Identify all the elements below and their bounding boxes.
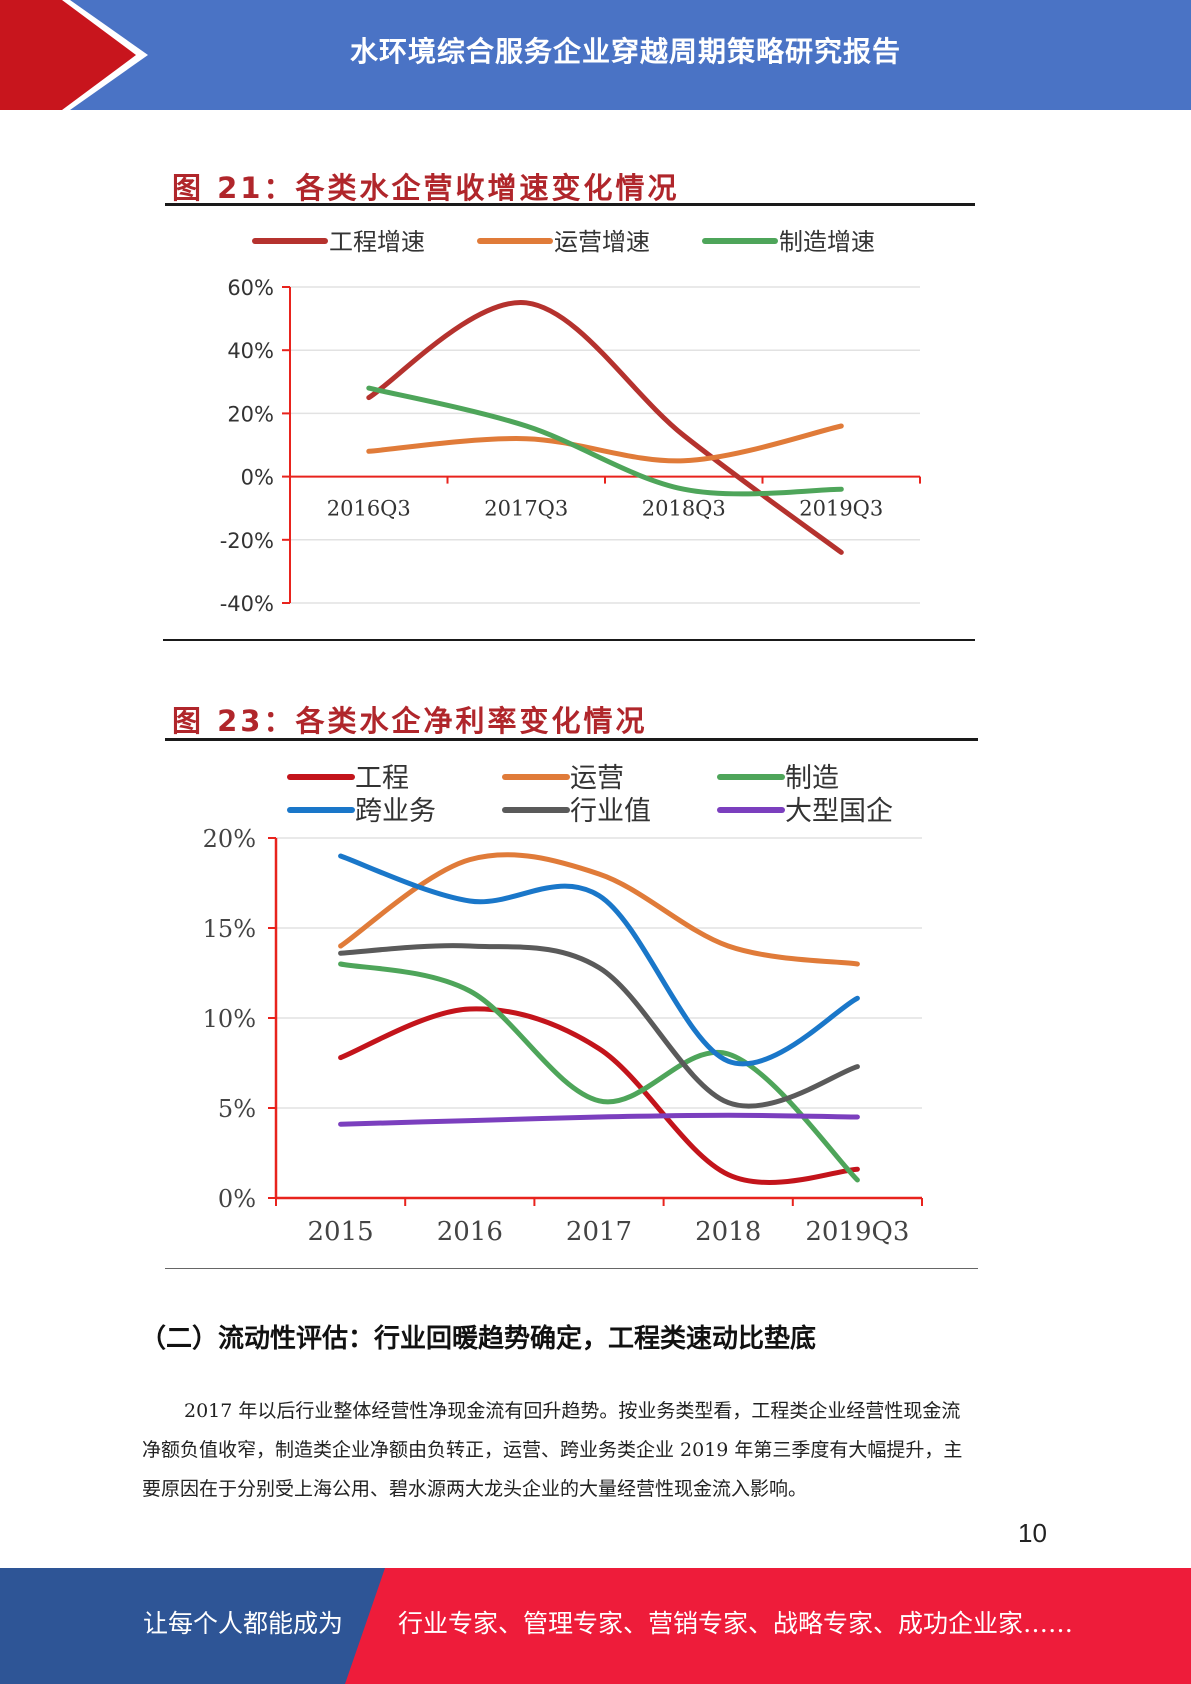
x-tick-label: 2016 [437,1217,503,1247]
x-tick-label: 2019Q3 [805,1217,909,1247]
legend-label-4: 跨业务 [355,796,436,827]
legend-label-1: 工程 [355,763,409,794]
legend-label-6: 大型国企 [785,796,893,827]
y-tick-label: 15% [203,915,256,943]
x-tick-label: 2018Q3 [642,497,726,521]
paragraph-line: 2017 年以后行业整体经营性净现金流有回升趋势。按业务类型看，工程类企业经营性… [184,1400,961,1422]
legend-label-2: 运营 [570,763,624,794]
page-footer: 让每个人都能成为 行业专家、管理专家、营销专家、战略专家、成功企业家…… [0,1568,1191,1684]
figure-21-title: 图 21：各类水企营收增速变化情况 [172,171,680,205]
x-tick-label: 2017 [566,1217,632,1247]
y-tick-label: 5% [218,1095,256,1123]
footer-banner [0,1568,1191,1684]
series-line-3 [366,385,844,497]
paragraph-line: 要原因在于分别受上海公用、碧水源两大龙头企业的大量经营性现金流入影响。 [142,1478,808,1500]
y-tick-label: 60% [227,276,274,300]
figure-21-top-rule [165,203,975,206]
x-tick-label: 2015 [308,1217,374,1247]
figure-23-top-rule [165,738,978,741]
footer-slogan-right: 行业专家、管理专家、营销专家、战略专家、成功企业家…… [398,1609,1074,1638]
y-tick-label: 20% [203,825,256,853]
x-tick-label: 2017Q3 [484,497,568,521]
y-tick-label: 0% [241,466,274,490]
footer-slogan-left: 让每个人都能成为 [143,1609,344,1638]
legend-label-5: 行业值 [570,796,651,827]
figure-23-bottom-rule [165,1268,978,1269]
x-tick-label: 2018 [695,1217,761,1247]
figure-21-bottom-rule [163,639,975,641]
series-line-2 [338,852,860,967]
legend-label-3: 制造 [785,763,839,794]
series-line-2 [366,423,844,464]
legend-label-2: 运营增速 [554,228,650,256]
series-line-1 [338,1006,860,1185]
series-line-5 [338,943,860,1109]
figure-21-chart: 工程增速 运营增速 制造增速 60% 40% 20% 0% -20% -40% 2016Q3 201… [220,228,921,616]
x-tick-label: 2019Q3 [799,497,883,521]
y-tick-label: 10% [203,1005,256,1033]
y-tick-label: 20% [227,402,274,426]
series-line-1 [366,300,844,555]
y-tick-label: 40% [227,339,274,363]
figure-23-title: 图 23：各类水企净利率变化情况 [172,704,648,738]
page-number: 10 [1018,1518,1047,1548]
paragraph-line: 净额负值收窄，制造类企业净额由负转正，运营、跨业务类企业 2019 年第三季度有… [142,1439,963,1461]
series-line-3 [338,961,860,1183]
report-title: 水环境综合服务企业穿越周期策略研究报告 [349,35,901,68]
section-heading: （二）流动性评估：行业回暖趋势确定，工程类速动比垫底 [140,1324,817,1354]
header-banner [0,0,1191,110]
y-tick-label: 0% [218,1185,256,1213]
y-tick-label: -40% [220,592,274,616]
series-line-6 [338,1112,860,1127]
body-paragraph: 2017 年以后行业整体经营性净现金流有回升趋势。按业务类型看，工程类企业经营性… [142,1392,1042,1509]
page-header: 水环境综合服务企业穿越周期策略研究报告 [0,0,1191,110]
y-tick-label: -20% [220,529,274,553]
legend-label-1: 工程增速 [329,228,425,256]
x-tick-label: 2016Q3 [327,497,411,521]
series-line-4 [338,853,860,1067]
legend-label-3: 制造增速 [779,228,875,256]
